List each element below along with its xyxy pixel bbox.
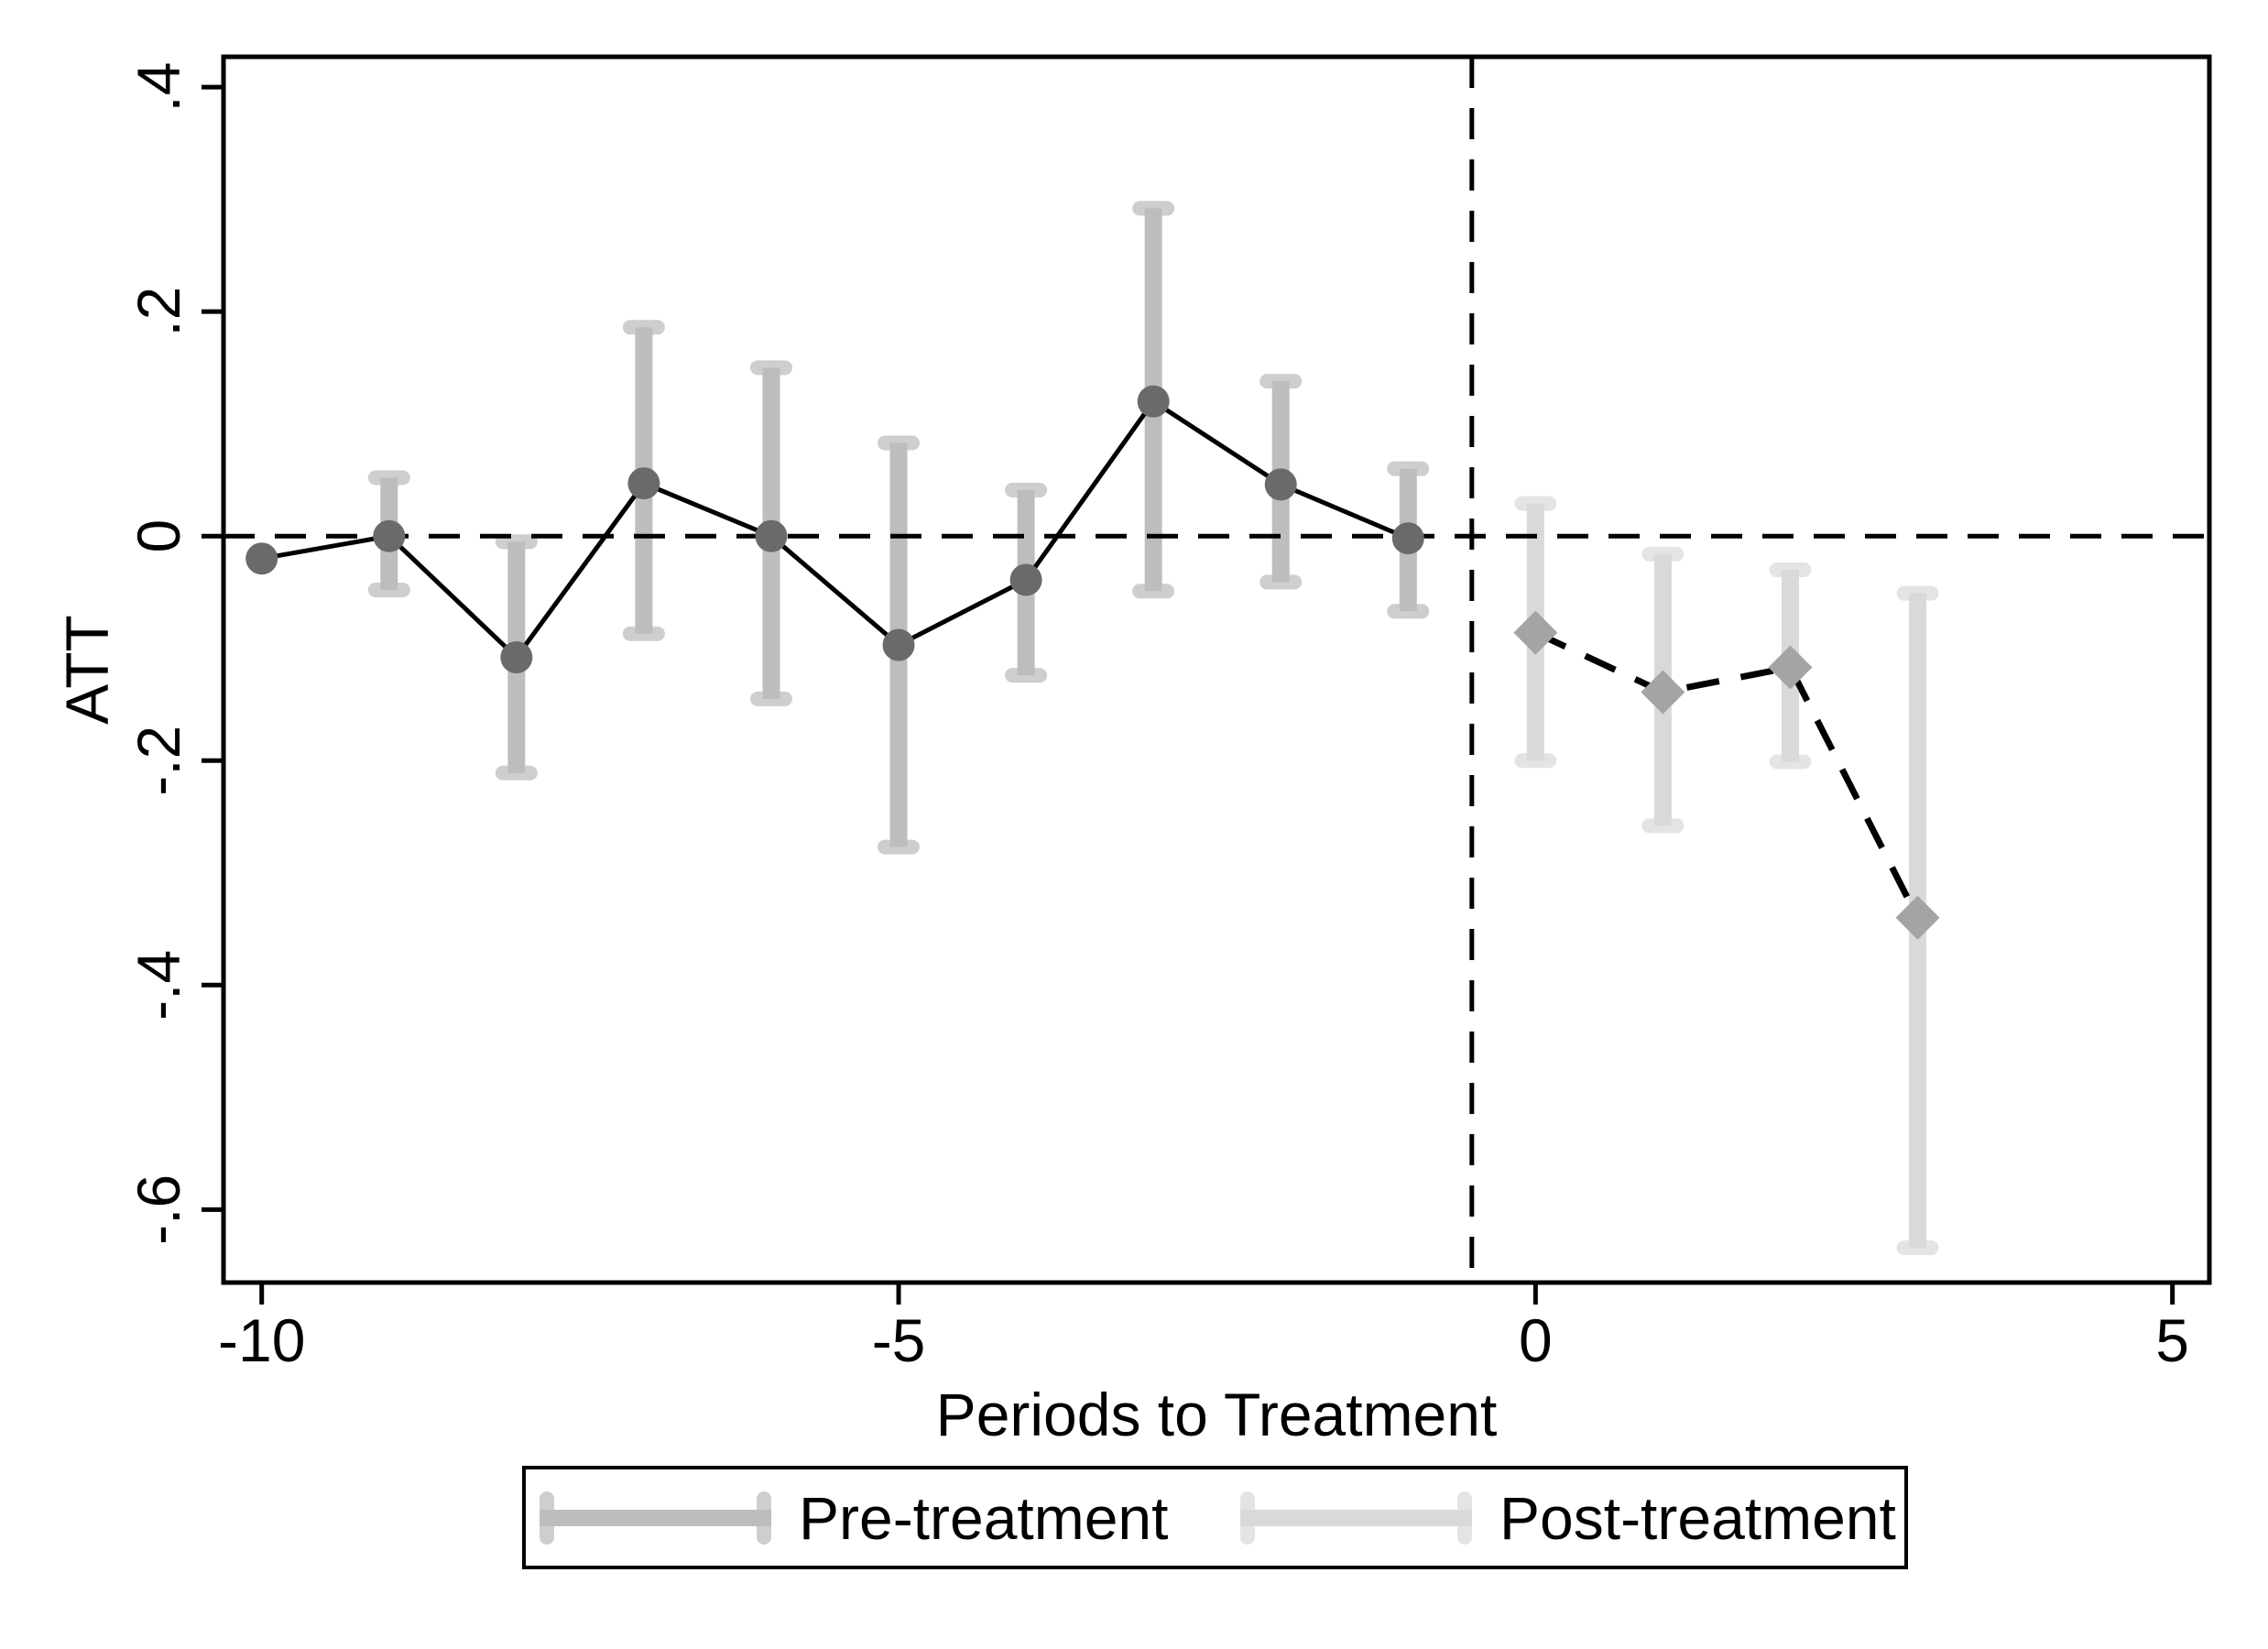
pre-treatment-ci-cap-top	[1387, 461, 1430, 476]
errorbar-bar-icon	[1240, 1509, 1472, 1526]
x-tick-label: -5	[872, 1306, 926, 1374]
x-tick-label: 0	[1519, 1306, 1553, 1374]
legend-label-post-treatment: Post-treatment	[1499, 1483, 1896, 1552]
pre-treatment-point	[627, 467, 660, 500]
x-axis-title: Periods to Treatment	[935, 1381, 1498, 1448]
x-tick-label: -10	[218, 1306, 305, 1374]
post-treatment-errorbar-icon	[1240, 1491, 1472, 1545]
legend-item-pre-treatment: Pre-treatment	[540, 1469, 1168, 1566]
post-treatment-point	[1641, 670, 1685, 715]
y-tick-label: .4	[125, 62, 192, 113]
errorbar-bar-icon	[540, 1509, 771, 1526]
y-tick-label: -.2	[125, 726, 192, 796]
post-treatment-point	[1513, 610, 1558, 655]
y-tick-label: -.4	[125, 950, 192, 1021]
pre-treatment-point	[373, 519, 406, 552]
legend: Pre-treatment Post-treatment	[522, 1466, 1908, 1569]
x-tick-label: 5	[2155, 1306, 2189, 1374]
pre-treatment-point	[1009, 563, 1042, 596]
legend-label-pre-treatment: Pre-treatment	[799, 1483, 1169, 1552]
pre-treatment-point	[500, 641, 533, 674]
y-tick-label: .2	[125, 287, 192, 337]
y-tick-label: -.6	[125, 1174, 192, 1245]
pre-treatment-errorbar-icon	[540, 1491, 771, 1545]
pre-treatment-connect-line	[261, 398, 1410, 661]
pre-treatment-point	[755, 519, 788, 552]
y-tick-label: 0	[125, 519, 192, 553]
post-treatment-point	[1768, 645, 1813, 690]
pre-treatment-point	[245, 542, 278, 575]
post-treatment-point	[1895, 895, 1940, 940]
pre-treatment-point	[1391, 522, 1424, 555]
y-axis-title: ATT	[53, 615, 121, 725]
plot-frame	[221, 54, 2212, 1285]
pre-treatment-point	[1137, 385, 1170, 418]
pre-treatment-point	[882, 628, 915, 661]
post-treatment-connect-line	[1533, 629, 1921, 920]
legend-item-post-treatment: Post-treatment	[1240, 1469, 1896, 1566]
pre-treatment-point	[1264, 468, 1297, 501]
